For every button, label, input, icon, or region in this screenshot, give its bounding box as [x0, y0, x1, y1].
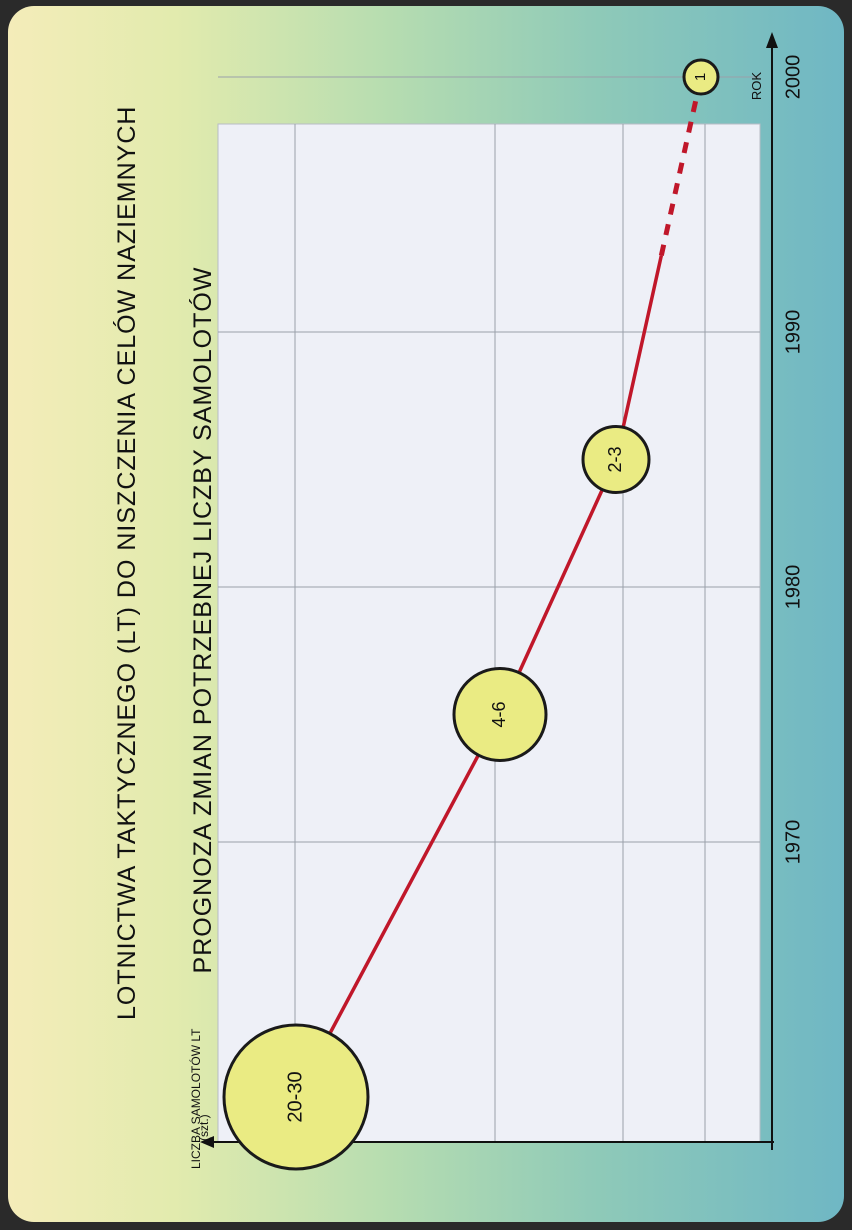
x-tick-label: 2000 — [782, 55, 804, 100]
chart: 1970 1980 1990 2000 20-30 4-6 2-3 1 — [200, 32, 804, 1171]
x-axis-arrow — [766, 32, 778, 48]
chart-title-line-1: PROGNOZA ZMIAN POTRZEBNEJ LICZBY SAMOLOT… — [189, 266, 217, 974]
y-axis-label-line-2: (szt.) — [197, 1114, 211, 1141]
x-axis-label: ROK — [749, 71, 764, 101]
x-tick-label: 1970 — [782, 820, 804, 865]
data-bubble — [222, 1023, 370, 1171]
plot-area — [217, 123, 761, 1143]
data-bubble — [452, 667, 548, 762]
data-bubble-label: 4-6 — [489, 701, 509, 727]
trend-line-forecast — [658, 76, 704, 257]
trend-line-segment — [614, 255, 664, 460]
x-tick-label: 1990 — [782, 310, 804, 355]
y-axis-arrow — [200, 1136, 214, 1148]
data-bubble-label: 2-3 — [605, 446, 625, 472]
chart-card: 1970 1980 1990 2000 20-30 4-6 2-3 1 PROGNOZA ZM… — [8, 6, 844, 1222]
data-bubble-label: 20-30 — [284, 1071, 306, 1122]
data-bubble-label: 1 — [692, 73, 709, 81]
data-bubble — [581, 425, 651, 494]
x-tick-label: 1980 — [782, 565, 804, 610]
data-bubble — [682, 58, 720, 96]
chart-title-line-2: LOTNICTWA TAKTYCZNEGO (LT) DO NISZCZENIA… — [113, 105, 141, 1020]
